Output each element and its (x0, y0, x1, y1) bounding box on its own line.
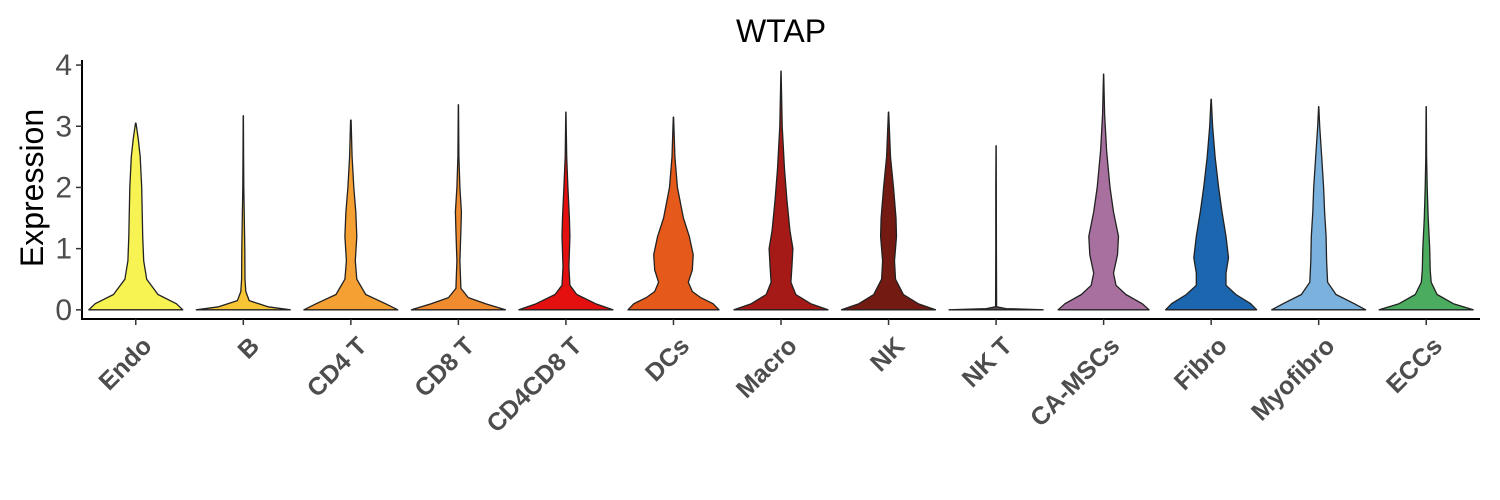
x-tick-label: CD8 T (409, 332, 480, 403)
x-tick-label: CD4 T (302, 332, 373, 403)
x-tick-label: Endo (93, 332, 157, 396)
x-tick-label: Macro (731, 332, 803, 404)
violin-group (88, 70, 1474, 311)
x-tick-label: NK T (957, 332, 1018, 393)
y-tick-label: 4 (55, 49, 72, 82)
y-axis: 0 1 2 3 4 (55, 49, 83, 327)
violin-endo (88, 122, 184, 311)
violin-nk (840, 111, 937, 311)
y-tick-label: 3 (55, 110, 72, 143)
violin-cd4cd8-t (518, 111, 614, 311)
x-tick-label: ECCs (1381, 332, 1448, 399)
x-tick-label: Fibro (1169, 332, 1233, 396)
violin-myofibro (1271, 106, 1367, 311)
x-tick-label: NK (865, 332, 910, 377)
violin-macro (733, 70, 829, 311)
x-tick-label: CA-MSCs (1025, 332, 1125, 432)
violin-fibro (1164, 98, 1258, 311)
violin-eccs (1378, 106, 1474, 311)
x-tick-label: B (232, 332, 265, 365)
violin-b (195, 115, 291, 311)
violin-cd4-t (303, 119, 399, 311)
violin-nk-t (948, 145, 1044, 311)
y-tick-label: 2 (55, 171, 72, 204)
x-axis: Endo B CD4 T CD8 T CD4CD8 T DCs Macro NK NK T CA-… (81, 318, 1480, 438)
violin-cd8-t (410, 104, 507, 311)
chart-title: WTAP (736, 13, 826, 49)
y-tick-label: 0 (55, 294, 72, 327)
violin-dcs (627, 116, 720, 311)
x-tick-label: Myofibro (1246, 332, 1340, 426)
y-tick-label: 1 (55, 233, 72, 266)
y-axis-label: Expression (14, 109, 50, 267)
x-tick-label: CD4CD8 T (481, 332, 587, 438)
violin-ca-mscs (1057, 73, 1150, 311)
x-tick-label: DCs (640, 332, 695, 387)
